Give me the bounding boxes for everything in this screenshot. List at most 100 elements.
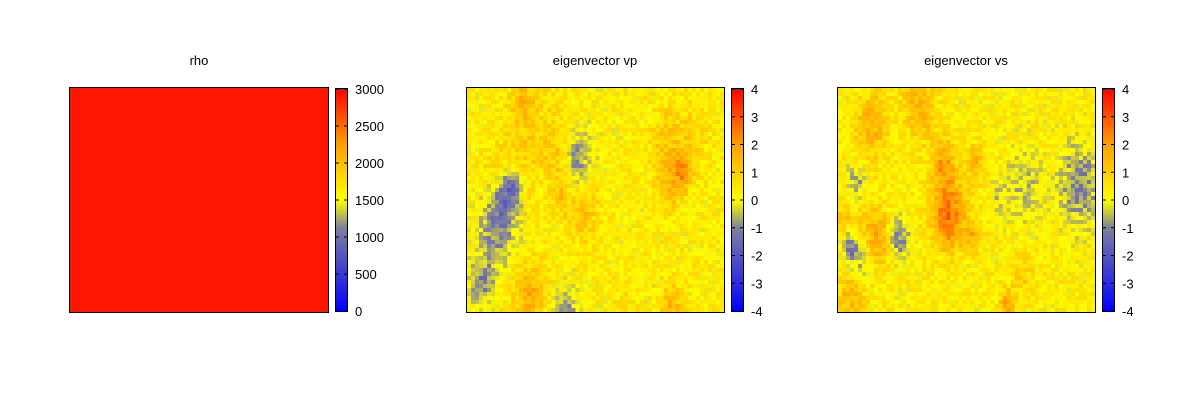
- heatmap-cell: [531, 180, 536, 185]
- heatmap-cell: [495, 276, 500, 281]
- heatmap-cell: [591, 200, 596, 205]
- heatmap-cell: [667, 264, 673, 269]
- heatmap-cell: [515, 96, 520, 101]
- heatmap-cell: [619, 192, 625, 197]
- heatmap-cell: [499, 244, 504, 249]
- heatmap-cell: [607, 148, 612, 153]
- heatmap-cell: [527, 268, 532, 273]
- heatmap-cell: [703, 248, 709, 253]
- heatmap-cell: [659, 304, 665, 309]
- heatmap-cell: [671, 156, 677, 161]
- heatmap-cell: [591, 224, 596, 229]
- heatmap-cell: [898, 104, 903, 109]
- heatmap-cell: [655, 132, 661, 137]
- heatmap-cell: [663, 172, 669, 177]
- heatmap-cell: [599, 172, 604, 177]
- heatmap-cell: [547, 136, 552, 141]
- heatmap-cell: [551, 308, 556, 313]
- heatmap-cell: [635, 304, 641, 309]
- heatmap-cell: [990, 156, 996, 161]
- heatmap-cell: [475, 188, 480, 193]
- heatmap-cell: [902, 156, 907, 161]
- heatmap-cell: [699, 104, 705, 109]
- heatmap-cell: [970, 140, 975, 145]
- heatmap-cell: [535, 212, 540, 217]
- heatmap-cell: [503, 308, 508, 313]
- heatmap-cell: [866, 116, 871, 121]
- heatmap-cell: [1042, 104, 1048, 109]
- heatmap-cell: [603, 100, 608, 105]
- heatmap-cell: [703, 240, 709, 245]
- heatmap-cell: [1054, 148, 1060, 153]
- heatmap-cell: [491, 200, 496, 205]
- heatmap-cell: [667, 232, 673, 237]
- heatmap-cell: [471, 296, 476, 301]
- heatmap-cell: [595, 252, 600, 257]
- heatmap-cell: [986, 168, 991, 173]
- heatmap-cell: [539, 184, 544, 189]
- heatmap-cell: [1066, 100, 1072, 105]
- heatmap-cell: [962, 92, 967, 97]
- heatmap-cell: [1074, 152, 1080, 157]
- heatmap-cell: [687, 116, 693, 121]
- heatmap-cell: [639, 264, 645, 269]
- heatmap-cell: [719, 272, 725, 277]
- heatmap-cell: [978, 100, 983, 105]
- heatmap-cell: [950, 168, 955, 173]
- heatmap-cell: [930, 140, 935, 145]
- heatmap-cell: [575, 156, 580, 161]
- heatmap-cell: [707, 132, 713, 137]
- heatmap-cell: [611, 164, 616, 169]
- heatmap-cell: [930, 128, 935, 133]
- heatmap-cell: [615, 284, 620, 289]
- heatmap-cell: [483, 116, 488, 121]
- heatmap-cell: [998, 112, 1004, 117]
- heatmap-cell: [902, 116, 907, 121]
- heatmap-cell: [906, 156, 911, 161]
- heatmap-cell: [699, 136, 705, 141]
- heatmap-cell: [846, 160, 851, 165]
- heatmap-cell: [527, 224, 532, 229]
- heatmap-cell: [1030, 144, 1036, 149]
- heatmap-cell: [499, 152, 504, 157]
- heatmap-cell: [595, 96, 600, 101]
- heatmap-cell: [627, 296, 633, 301]
- heatmap-cell: [850, 116, 855, 121]
- heatmap-cell: [515, 300, 520, 305]
- heatmap-cell: [898, 124, 903, 129]
- heatmap-cell: [1002, 140, 1008, 145]
- heatmap-cell: [1062, 152, 1068, 157]
- heatmap-cell: [571, 260, 576, 265]
- heatmap-cell: [551, 92, 556, 97]
- heatmap-cell: [475, 168, 480, 173]
- heatmap-cell: [695, 272, 701, 277]
- colorbar-tick-label: 2: [751, 138, 758, 153]
- heatmap-cell: [627, 212, 633, 217]
- heatmap-cell: [639, 112, 645, 117]
- heatmap-cell: [599, 240, 604, 245]
- heatmap-cell: [527, 296, 532, 301]
- heatmap-cell: [599, 228, 604, 233]
- heatmap-cell: [503, 172, 508, 177]
- heatmap-cell: [591, 240, 596, 245]
- heatmap-cell: [687, 236, 693, 241]
- heatmap-cell: [619, 288, 625, 293]
- heatmap-cell: [671, 124, 677, 129]
- heatmap-cell: [511, 256, 516, 261]
- heatmap-cell: [1046, 136, 1052, 141]
- heatmap-cell: [962, 88, 967, 93]
- heatmap-cell: [1054, 112, 1060, 117]
- heatmap-cell: [615, 228, 620, 233]
- heatmap-cell: [503, 96, 508, 101]
- heatmap-cell: [599, 272, 604, 277]
- heatmap-cell: [551, 256, 556, 261]
- heatmap-cell: [615, 168, 620, 173]
- heatmap-cell: [958, 144, 963, 149]
- heatmap-cell: [611, 96, 616, 101]
- heatmap-cell: [599, 116, 604, 121]
- heatmap-cell: [611, 120, 616, 125]
- heatmap-cell: [663, 188, 669, 193]
- heatmap-cell: [627, 268, 633, 273]
- heatmap-cell: [695, 236, 701, 241]
- heatmap-cell: [543, 264, 548, 269]
